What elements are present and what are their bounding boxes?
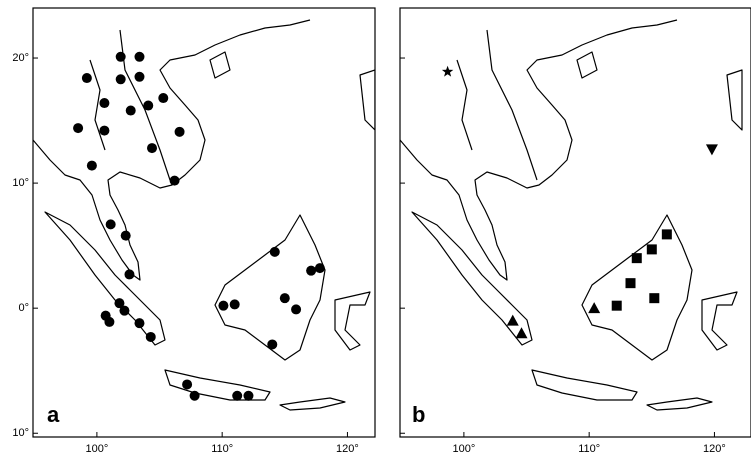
locality-marker bbox=[314, 263, 325, 274]
x-tick-label: 110° bbox=[211, 443, 233, 455]
y-tick-label: 10° bbox=[12, 177, 29, 189]
locality-marker bbox=[625, 278, 636, 289]
locality-marker bbox=[269, 246, 280, 257]
locality-marker bbox=[124, 269, 135, 280]
locality-marker bbox=[105, 219, 116, 230]
y-tick-label: 20° bbox=[12, 52, 29, 64]
locality-marker bbox=[182, 379, 193, 390]
locality-marker bbox=[134, 51, 145, 62]
locality-marker bbox=[145, 331, 156, 342]
locality-marker bbox=[104, 316, 115, 327]
locality-marker bbox=[189, 390, 200, 401]
frame-b bbox=[399, 7, 751, 438]
locality-marker bbox=[134, 71, 145, 82]
locality-marker bbox=[99, 125, 110, 136]
locality-marker bbox=[279, 293, 290, 304]
locality-marker bbox=[588, 302, 601, 314]
locality-marker bbox=[267, 339, 278, 350]
locality-marker bbox=[125, 105, 136, 116]
locality-marker bbox=[134, 318, 145, 329]
locality-marker bbox=[306, 265, 317, 276]
locality-marker bbox=[81, 73, 92, 84]
panel-label: b bbox=[412, 402, 425, 427]
locality-marker bbox=[73, 123, 84, 134]
y-tick-label: 0° bbox=[18, 302, 29, 314]
locality-marker bbox=[515, 327, 528, 339]
locality-marker bbox=[169, 175, 180, 186]
frame-a bbox=[32, 7, 376, 438]
x-tick-label: 120° bbox=[336, 443, 359, 455]
locality-marker bbox=[99, 98, 110, 109]
locality-marker bbox=[120, 230, 131, 241]
locality-marker bbox=[114, 298, 125, 309]
locality-marker bbox=[611, 300, 622, 311]
x-tick-label: 100° bbox=[453, 443, 476, 455]
coastline-b bbox=[400, 19, 743, 411]
locality-marker bbox=[115, 74, 126, 85]
locality-marker bbox=[229, 299, 240, 310]
locality-marker bbox=[143, 100, 154, 111]
locality-marker bbox=[649, 293, 660, 304]
locality-marker bbox=[119, 305, 130, 316]
locality-marker bbox=[646, 244, 657, 255]
y-tick-label: 10° bbox=[12, 427, 29, 439]
locality-marker bbox=[218, 300, 229, 311]
locality-marker bbox=[243, 390, 254, 401]
x-tick-label: 100° bbox=[86, 443, 109, 455]
locality-marker bbox=[158, 93, 169, 104]
locality-marker bbox=[174, 126, 185, 137]
locality-marker bbox=[291, 304, 302, 315]
locality-marker bbox=[86, 160, 97, 171]
locality-marker bbox=[506, 314, 519, 326]
locality-marker bbox=[115, 51, 126, 62]
x-tick-label: 110° bbox=[578, 443, 600, 455]
locality-marker bbox=[631, 253, 642, 264]
locality-marker bbox=[232, 390, 243, 401]
locality-marker bbox=[705, 144, 718, 156]
x-tick-label: 120° bbox=[703, 443, 726, 455]
locality-marker bbox=[147, 143, 158, 154]
locality-marker bbox=[441, 65, 454, 77]
locality-marker bbox=[661, 229, 672, 240]
panel-label: a bbox=[47, 402, 60, 427]
